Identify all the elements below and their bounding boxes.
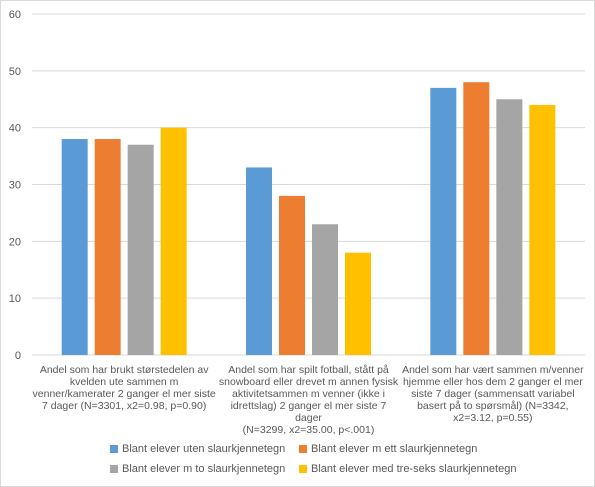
legend-swatch [299,445,307,453]
x-category-label-line: Andel som har spilt fotball, stått på [228,364,389,376]
bar [430,87,457,355]
y-tick-label: 40 [9,123,21,135]
legend-label: Blant elever med tre-seks slaurkjenneteg… [311,463,517,475]
x-category-label-line: idrettslag) 2 ganger el mer siste 7 dage… [230,400,387,424]
legend-swatch [299,465,307,473]
x-category-label-line: hjemme eller hos dem 2 ganger el mer [402,376,583,388]
x-category-label: Andel som har spilt fotball, stått på sno… [217,364,401,436]
x-category-label-line: x2=3.12, p=0.55) [453,412,533,424]
legend-swatch [110,465,118,473]
legend-label: Blant elever m ett slaurkjennetegn [311,443,478,455]
bar [127,144,154,355]
legend-label: Blant elever m to slaurkjennetegn [122,463,286,475]
x-category-label-line: 7 dager (N=3301, x2=0.98, p=0.90) [41,400,207,412]
bar [279,195,305,355]
bar [345,252,371,355]
x-category-label: Andel som har vært sammen m/venner hjemme… [401,364,585,424]
y-tick-label: 60 [9,9,21,21]
bar [246,167,272,355]
x-category-label-line: (N=3299, x2=35.00, p<.001) [242,424,375,436]
y-tick-label: 0 [15,350,21,362]
y-tick-label: 30 [9,180,21,192]
bar [529,104,556,355]
x-category-label: Andel som har brukt størstedelen av kveld… [32,364,216,412]
x-category-label-line: venner/kamerater 2 ganger el mer siste [32,388,216,400]
bar [160,127,187,356]
legend-label: Blant elever uten slaurkjennetegn [122,443,286,455]
x-category-label-line: kvelden ute sammen m [69,376,179,388]
bar [61,139,88,355]
x-category-label-line: Andel som har vært sammen m/venner [402,364,584,376]
legend-swatch [110,445,118,453]
x-category-label-line: siste 7 dager (sammensatt variabel [411,388,575,400]
x-category-label-line: basert på to spørsmål) (N=3342, [417,400,569,412]
x-category-label-line: Andel som har brukt størstedelen av [39,364,209,376]
bar [496,99,523,355]
bar [94,139,121,355]
y-tick-label: 50 [9,66,21,78]
bar [463,82,490,355]
x-category-label-line: aktivitetsammen m venner (ikke i [232,388,385,400]
legend: Blant elever uten slaurkjennetegn Blant e… [0,438,595,478]
y-tick-label: 10 [9,293,21,305]
x-category-label-line: snowboard eller drevet m annen fysisk [218,376,399,388]
bar [312,224,338,355]
y-tick-label: 20 [9,236,21,248]
